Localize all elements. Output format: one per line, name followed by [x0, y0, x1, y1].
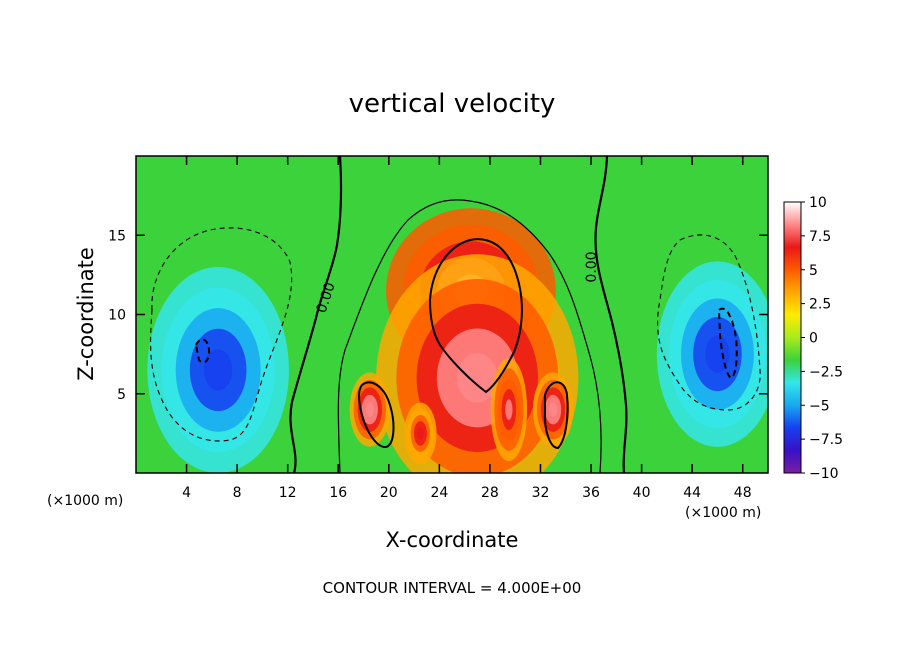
colorbar-tick-label: −5: [809, 398, 830, 414]
updraft-small-left: [358, 381, 395, 448]
x-tick-label: 36: [582, 485, 600, 501]
colorbar-tick-label: 7.5: [809, 229, 831, 245]
zero-contour-right: [594, 156, 628, 473]
plot-area: 0.00 0.00: [136, 156, 768, 473]
x-axis: 4 8 12 16 20 24 28 32 36 40 44 48: [182, 156, 752, 501]
velocity-field: [147, 208, 768, 473]
colorbar-fill: [784, 202, 801, 473]
colorbar-tick-label: −10: [809, 466, 839, 482]
x-tick-label: 28: [481, 485, 499, 501]
x-tick-label: 40: [633, 485, 651, 501]
colorbar-tick-label: 0: [809, 331, 818, 347]
contour-lines: [150, 156, 761, 473]
updraft-small-right: [543, 381, 569, 450]
x-axis-label: X-coordinate: [386, 528, 519, 552]
updraft-blob-3-4: [549, 402, 558, 418]
colorbar-tick-label: 5: [809, 263, 818, 279]
x-unit-label-right: (×1000 m): [685, 505, 761, 521]
chart-title: vertical velocity: [349, 89, 556, 119]
y-tick-label: 10: [108, 308, 126, 324]
colorbar-tick-label: 10: [809, 195, 827, 211]
x-tick-label: 8: [233, 485, 242, 501]
updraft-outline-4: [337, 199, 602, 473]
downdraft-blob-6-4: [204, 349, 233, 391]
colorbar-tick-label: −7.5: [809, 432, 843, 448]
colorbar-ticks: 10 7.5 5 2.5 0 −2.5 −5 −7.5 −10: [801, 195, 843, 482]
x-tick-label: 32: [532, 485, 550, 501]
x-tick-label: 48: [734, 485, 752, 501]
x-tick-label: 12: [279, 485, 297, 501]
colorbar-tick-label: 2.5: [809, 297, 831, 313]
x-unit-label-left: (×1000 m): [47, 493, 123, 509]
y-tick-label: 5: [117, 387, 126, 403]
x-tick-label: 20: [380, 485, 398, 501]
x-tick-label: 24: [430, 485, 448, 501]
y-axis-label: Z-coordinate: [74, 247, 98, 381]
downdraft-left-outline: [150, 227, 293, 442]
downdraft-right-core: [717, 307, 738, 380]
y-axis: 5 10 15: [108, 228, 768, 403]
updraft-blob-4-4: [417, 427, 424, 440]
contour-interval-note: CONTOUR INTERVAL = 4.000E+00: [323, 579, 582, 597]
colorbar-tick-label: −2.5: [809, 364, 843, 380]
zero-contour-left: [289, 156, 343, 473]
x-tick-label: 44: [683, 485, 701, 501]
downdraft-left-core: [194, 338, 211, 364]
updraft-blob-5-4: [505, 399, 513, 420]
colorbar: 10 7.5 5 2.5 0 −2.5 −5 −7.5 −10: [783, 195, 843, 482]
y-tick-label: 15: [108, 228, 126, 244]
downdraft-right-outline: [657, 234, 761, 411]
updraft-core-12: [428, 238, 523, 394]
contour-label-right: 0.00: [584, 251, 600, 282]
x-tick-label: 4: [182, 485, 191, 501]
updraft-blob-2-4: [365, 402, 374, 418]
x-tick-label: 16: [329, 485, 347, 501]
